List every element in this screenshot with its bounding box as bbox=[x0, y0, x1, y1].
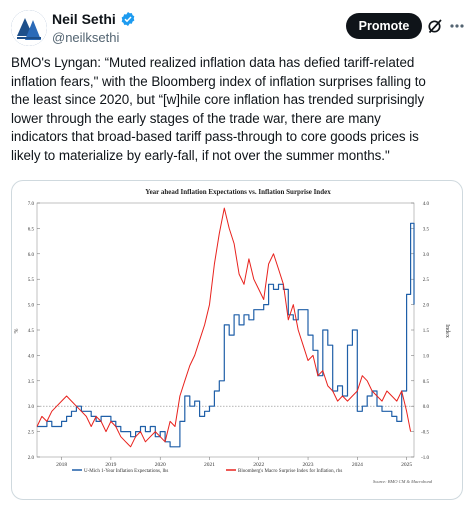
avatar-logo bbox=[11, 10, 47, 46]
left-axis-label: % bbox=[14, 329, 20, 334]
right-tick-label: 0.5 bbox=[423, 380, 430, 385]
right-tick-label: 0.0 bbox=[423, 405, 430, 410]
tweet-text: BMO's Lyngan: “Muted realized inflation … bbox=[11, 54, 463, 165]
more-icon[interactable] bbox=[450, 24, 464, 28]
right-tick-label: 2.0 bbox=[423, 304, 430, 309]
left-tick-label: 7.0 bbox=[28, 202, 35, 207]
left-tick-label: 2.0 bbox=[28, 456, 35, 461]
left-tick-label: 2.5 bbox=[28, 431, 35, 436]
chart-source: Source: BMO CM & Macrobond bbox=[373, 479, 433, 484]
grok-icon[interactable] bbox=[427, 18, 443, 34]
avatar[interactable] bbox=[11, 10, 47, 46]
x-tick-label: 2024 bbox=[352, 462, 363, 468]
right-axis-label: Index bbox=[444, 324, 450, 338]
left-tick-label: 3.5 bbox=[28, 380, 35, 385]
tweet-line: BMO's Lyngan: “Muted realized inflation … bbox=[11, 55, 415, 70]
right-tick-label: 3.5 bbox=[423, 227, 430, 232]
media-card[interactable]: Year ahead Inflation Expectations vs. In… bbox=[11, 180, 463, 500]
right-tick-label: -1.0 bbox=[421, 456, 429, 461]
tweet-line: likely to materialize by early-fall, if … bbox=[11, 147, 390, 163]
x-tick-label: 2022 bbox=[253, 462, 264, 468]
series-line-surprise bbox=[36, 207, 412, 448]
left-tick-label: 5.5 bbox=[28, 278, 35, 283]
right-tick-label: 1.5 bbox=[423, 329, 430, 334]
legend-label-umich: U-Mich 1-Year Inflation Expectations, lh… bbox=[84, 469, 168, 474]
left-tick-label: 6.5 bbox=[28, 227, 35, 232]
name-row: Neil Sethi bbox=[52, 11, 136, 27]
inflation-chart: Year ahead Inflation Expectations vs. In… bbox=[14, 188, 450, 484]
right-tick-label: 4.0 bbox=[423, 202, 430, 207]
right-tick-label: 1.0 bbox=[423, 354, 430, 359]
tweet-line: the least since 2020, but “[w]hile core … bbox=[11, 92, 425, 107]
series-line-umich bbox=[37, 222, 415, 448]
handle[interactable]: @neilksethi bbox=[52, 30, 120, 45]
tweet-header: Neil Sethi @neilksethi Promote bbox=[0, 0, 471, 56]
tweet-line: lower through the early stages of the tr… bbox=[11, 110, 381, 126]
x-tick-label: 2021 bbox=[204, 462, 215, 468]
left-tick-label: 6.0 bbox=[28, 253, 35, 258]
x-tick-label: 2018 bbox=[56, 462, 67, 468]
left-tick-label: 5.0 bbox=[28, 304, 35, 309]
x-tick-label: 2020 bbox=[155, 462, 166, 468]
x-tick-label: 2019 bbox=[105, 462, 116, 468]
x-tick-label: 2023 bbox=[303, 462, 314, 468]
x-tick-label: 2025 bbox=[401, 462, 412, 468]
right-tick-label: 2.5 bbox=[423, 278, 430, 283]
right-tick-label: 3.0 bbox=[423, 253, 430, 258]
legend-label-surprise: Bloomberg's Macro Surprise Index for Inf… bbox=[238, 469, 342, 474]
chart-title: Year ahead Inflation Expectations vs. In… bbox=[145, 188, 331, 196]
left-tick-label: 3.0 bbox=[28, 405, 35, 410]
verified-badge-icon bbox=[121, 12, 135, 26]
promote-button[interactable]: Promote bbox=[346, 13, 422, 39]
left-tick-label: 4.5 bbox=[28, 329, 35, 334]
display-name[interactable]: Neil Sethi bbox=[52, 11, 116, 27]
right-tick-label: -0.5 bbox=[421, 431, 429, 436]
tweet-line: indicators that broad-based tariff pass-… bbox=[11, 129, 419, 144]
left-tick-label: 4.0 bbox=[28, 354, 35, 359]
tweet-line: inflation fears," with the Bloomberg ind… bbox=[11, 73, 426, 89]
